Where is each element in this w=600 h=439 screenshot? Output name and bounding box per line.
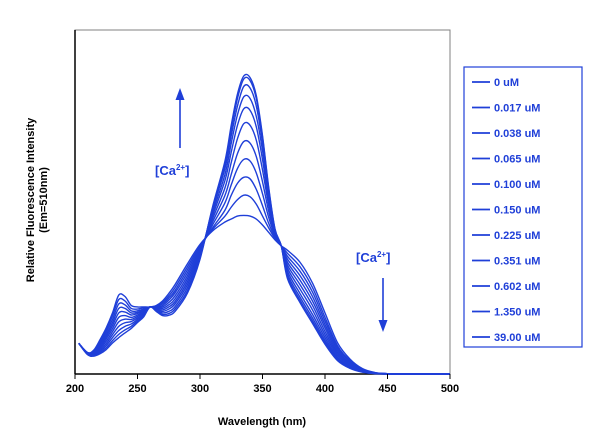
series-line-3 bbox=[78, 158, 451, 375]
series-line-8 bbox=[78, 84, 451, 375]
legend-label-7: 0.351 uM bbox=[494, 256, 540, 268]
legend-box bbox=[463, 66, 583, 348]
annotation-ca-increase: [Ca2+] bbox=[155, 88, 189, 178]
series-line-5 bbox=[78, 121, 451, 375]
x-tick-label-3: 350 bbox=[253, 383, 271, 395]
legend-label-4: 0.100 uM bbox=[494, 179, 540, 191]
series-line-0 bbox=[78, 214, 451, 375]
y-axis-subtitle: (Em=510nm) bbox=[38, 167, 50, 233]
x-tick-label-2: 300 bbox=[191, 383, 209, 395]
legend-label-8: 0.602 uM bbox=[494, 281, 540, 293]
series-line-10 bbox=[78, 73, 451, 375]
legend: 0 uM 0.017 uM 0.038 uM 0.065 uM 0.100 uM 0.15… bbox=[463, 66, 583, 348]
series-lines bbox=[78, 73, 451, 375]
series-line-9 bbox=[78, 76, 451, 375]
x-axis-title: Wavelength (nm) bbox=[218, 416, 307, 428]
down-arrow-icon bbox=[378, 320, 388, 332]
x-tick-label-6: 500 bbox=[441, 383, 459, 395]
legend-label-0: 0 uM bbox=[494, 77, 519, 89]
series-line-6 bbox=[78, 106, 451, 375]
series-line-7 bbox=[78, 94, 451, 375]
legend-label-10: 39.00 uM bbox=[494, 332, 540, 344]
series-line-1 bbox=[78, 194, 451, 375]
x-tick-label-4: 400 bbox=[316, 383, 334, 395]
legend-label-9: 1.350 uM bbox=[494, 307, 540, 319]
annotation-label-up: [Ca2+] bbox=[155, 163, 189, 178]
up-arrow-icon bbox=[175, 88, 185, 100]
y-axis-title-group: Relative Fluorescence Intensity (Em=510n… bbox=[25, 117, 50, 282]
x-tick-label-5: 450 bbox=[378, 383, 396, 395]
x-ticks: 200 250 300 350 400 450 500 bbox=[66, 374, 459, 395]
legend-label-5: 0.150 uM bbox=[494, 205, 540, 217]
series-line-2 bbox=[78, 176, 451, 375]
annotation-ca-decrease: [Ca2+] bbox=[356, 250, 390, 332]
legend-label-6: 0.225 uM bbox=[494, 230, 540, 242]
y-axis-title: Relative Fluorescence Intensity bbox=[25, 117, 37, 282]
legend-items: 0 uM 0.017 uM 0.038 uM 0.065 uM 0.100 uM 0.15… bbox=[472, 77, 540, 344]
plot-frame bbox=[74, 29, 451, 375]
legend-label-2: 0.038 uM bbox=[494, 128, 540, 140]
legend-label-1: 0.017 uM bbox=[494, 103, 540, 115]
series-line-4 bbox=[78, 139, 451, 375]
legend-label-3: 0.065 uM bbox=[494, 154, 540, 166]
annotation-label-down: [Ca2+] bbox=[356, 250, 390, 265]
x-tick-label-1: 250 bbox=[128, 383, 146, 395]
x-tick-label-0: 200 bbox=[66, 383, 84, 395]
